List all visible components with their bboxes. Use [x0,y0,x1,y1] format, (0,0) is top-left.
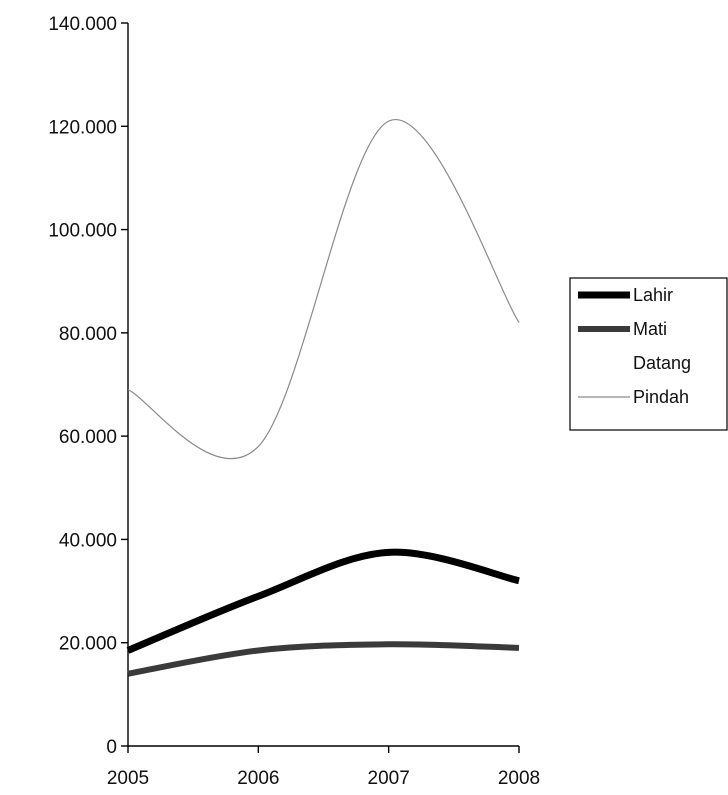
series-line-mati [127,641,520,677]
y-tick-label: 0 [106,737,117,758]
y-axis-ticks: 0 20.000 40.000 60.000 80.000 100.000 120.000 1… [48,14,128,758]
x-axis-ticks: 2005 2006 2007 2008 [107,746,540,789]
legend-label-datang: Datang [633,353,691,373]
y-tick-label: 140.000 [48,14,117,35]
legend-label-pindah: Pindah [633,387,689,407]
y-tick-label: 120.000 [48,117,117,138]
x-tick-label: 2006 [237,768,279,789]
x-tick-label: 2005 [107,768,149,789]
legend-label-mati: Mati [633,319,667,339]
series-line-lahir [126,548,520,654]
legend: Lahir Mati Datang Pindah [569,277,728,431]
legend-box [569,277,728,431]
y-tick-label: 80.000 [59,324,117,345]
legend-label-lahir: Lahir [633,285,673,305]
x-tick-label: 2007 [368,768,410,789]
x-tick-label: 2008 [498,768,540,789]
series-line-pindah [127,118,520,460]
y-tick-label: 20.000 [59,634,117,655]
axes [127,23,519,747]
series-lines [126,118,520,677]
y-tick-label: 40.000 [59,530,117,551]
y-tick-label: 60.000 [59,427,117,448]
y-tick-label: 100.000 [48,221,117,242]
